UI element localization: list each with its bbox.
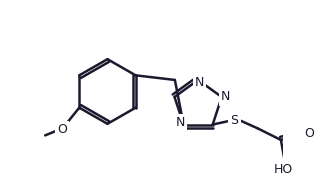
Text: O: O <box>57 123 67 136</box>
Text: HO: HO <box>273 163 293 176</box>
Text: S: S <box>230 114 238 127</box>
Text: N: N <box>221 90 230 103</box>
Text: O: O <box>304 127 314 140</box>
Text: N: N <box>176 117 185 130</box>
Text: N: N <box>195 76 204 89</box>
